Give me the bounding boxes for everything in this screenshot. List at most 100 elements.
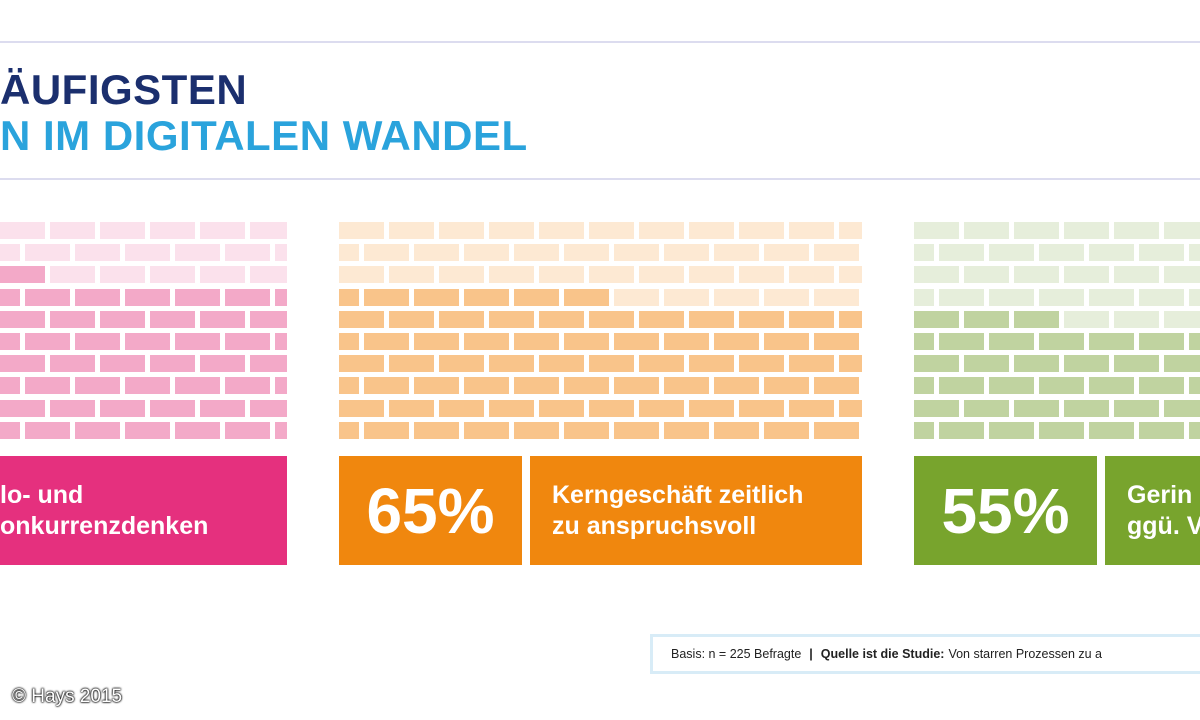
wall-2-brick (789, 310, 834, 328)
wall-1-brick (0, 421, 20, 439)
wall-1-brick (275, 244, 287, 262)
wall-2-brick (664, 333, 709, 350)
wall-1-brick (25, 244, 70, 262)
wall-3-brick (1164, 222, 1200, 239)
wall-3-brick (1014, 355, 1059, 373)
wall-3-brick (989, 288, 1034, 306)
title-rule (0, 178, 1200, 180)
wall-3-brick (914, 333, 934, 350)
wall-1-brick (225, 288, 270, 306)
wall-3-brick (939, 244, 984, 262)
wall-2-brick (539, 399, 584, 417)
wall-2-brick (564, 333, 609, 350)
wall-1-brick (100, 355, 145, 373)
wall-2-brick (389, 266, 434, 284)
wall-1-brick (0, 310, 45, 328)
wall-1-brick (275, 421, 287, 439)
wall-1-brick (100, 222, 145, 239)
wall-3-brick (1064, 399, 1109, 417)
wall-3-brick (1114, 222, 1159, 239)
wall-1-brick (50, 310, 95, 328)
wall-2-brick (489, 266, 534, 284)
wall-3-brick (1014, 222, 1059, 239)
label-3: Gerin ggü. V (1105, 456, 1200, 565)
wall-1-brick (50, 399, 95, 417)
wall-2-brick (689, 266, 734, 284)
wall-1-brick (275, 377, 287, 395)
wall-3-brick (1114, 266, 1159, 284)
wall-2-brick (689, 222, 734, 239)
wall-1-brick (275, 288, 287, 306)
wall-2-brick (764, 288, 809, 306)
wall-3-brick (939, 333, 984, 350)
wall-2-brick (464, 333, 509, 350)
wall-1-brick (25, 377, 70, 395)
wall-2-brick (339, 222, 384, 239)
wall-2-brick (389, 399, 434, 417)
wall-1-brick (225, 333, 270, 350)
wall-1-brick (125, 288, 170, 306)
wall-2-brick (664, 377, 709, 395)
wall-2-brick (714, 421, 759, 439)
wall-1-brick (0, 377, 20, 395)
wall-3-brick (1089, 377, 1134, 395)
wall-2-brick (589, 266, 634, 284)
wall-2-brick (689, 355, 734, 373)
wall-2-brick (589, 222, 634, 239)
wall-2-brick (464, 421, 509, 439)
percent-box-2: 65% (339, 456, 522, 565)
wall-2-brick (339, 333, 359, 350)
wall-2-brick (514, 333, 559, 350)
footer-source-text: Von starren Prozessen zu a (948, 647, 1102, 661)
wall-3-brick (939, 377, 984, 395)
wall-2-brick (439, 310, 484, 328)
wall-1-brick (175, 333, 220, 350)
percent-value-3: 55% (941, 474, 1070, 547)
wall-2-brick (564, 377, 609, 395)
wall-1-brick (250, 266, 287, 284)
label-3-line-2: ggü. V (1127, 511, 1200, 540)
wall-3-brick (1189, 333, 1200, 350)
wall-3-brick (964, 355, 1009, 373)
wall-2-brick (789, 399, 834, 417)
wall-2-brick (464, 244, 509, 262)
wall-3-brick (914, 399, 959, 417)
wall-2-brick (339, 244, 359, 262)
label-2-line-2: zu anspruchsvoll (552, 511, 757, 540)
wall-3-brick (1089, 421, 1134, 439)
wall-3-brick (1064, 222, 1109, 239)
wall-2-brick (839, 399, 862, 417)
wall-3-brick (1164, 399, 1200, 417)
wall-2-brick (764, 421, 809, 439)
wall-2-brick (389, 222, 434, 239)
label-3-line-1: Gerin (1127, 480, 1193, 509)
wall-1-brick (175, 421, 220, 439)
wall-2-brick (764, 244, 809, 262)
wall-1-brick (0, 333, 20, 350)
wall-1-brick (25, 288, 70, 306)
wall-3-brick (1114, 310, 1159, 328)
wall-3-brick (1139, 333, 1184, 350)
wall-1-brick (0, 266, 45, 284)
wall-2-brick (789, 222, 834, 239)
wall-2-brick (389, 310, 434, 328)
wall-2-brick (589, 310, 634, 328)
wall-2-brick (339, 288, 359, 306)
wall-3-brick (964, 399, 1009, 417)
wall-1-brick (225, 377, 270, 395)
wall-2-brick (564, 421, 609, 439)
wall-3-brick (1089, 288, 1134, 306)
brick-wall-1 (0, 220, 287, 442)
wall-1-brick (100, 310, 145, 328)
wall-2-brick (589, 355, 634, 373)
wall-2-brick (814, 244, 859, 262)
wall-3-brick (1039, 288, 1084, 306)
wall-1-brick (0, 222, 45, 239)
brick-wall-2 (339, 220, 862, 442)
wall-2-brick (389, 355, 434, 373)
label-1-line-2: onkurrenzdenken (0, 511, 209, 540)
wall-2-brick (464, 288, 509, 306)
wall-2-brick (339, 310, 384, 328)
wall-1-brick (150, 266, 195, 284)
wall-2-brick (489, 222, 534, 239)
